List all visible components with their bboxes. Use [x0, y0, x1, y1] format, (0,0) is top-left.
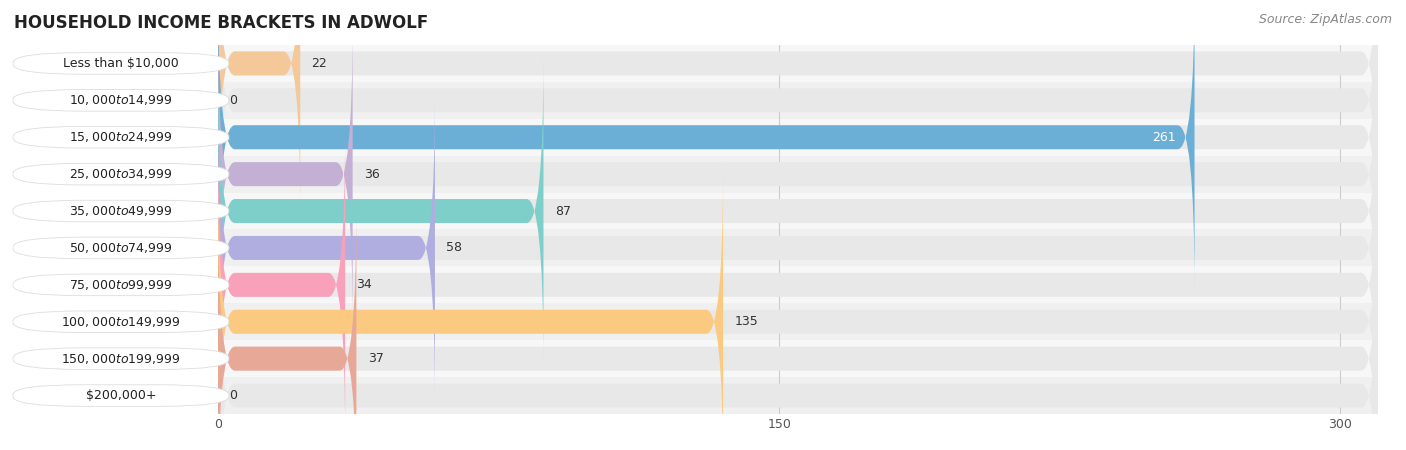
FancyBboxPatch shape — [218, 131, 1378, 439]
FancyBboxPatch shape — [218, 0, 1378, 291]
FancyBboxPatch shape — [218, 20, 1378, 328]
Bar — [218, 340, 1378, 377]
Text: 36: 36 — [364, 168, 380, 180]
FancyBboxPatch shape — [218, 0, 1378, 217]
Text: 0: 0 — [229, 94, 238, 107]
FancyBboxPatch shape — [218, 0, 301, 217]
Text: 22: 22 — [312, 57, 328, 70]
Text: 58: 58 — [446, 242, 463, 254]
Text: $200,000+: $200,000+ — [86, 389, 156, 402]
FancyBboxPatch shape — [218, 0, 1378, 254]
FancyBboxPatch shape — [13, 53, 229, 74]
Text: $75,000 to $99,999: $75,000 to $99,999 — [69, 278, 173, 292]
Text: $150,000 to $199,999: $150,000 to $199,999 — [62, 351, 180, 366]
FancyBboxPatch shape — [218, 205, 356, 450]
Text: 0: 0 — [229, 389, 238, 402]
FancyBboxPatch shape — [13, 385, 229, 406]
Text: $25,000 to $34,999: $25,000 to $34,999 — [69, 167, 173, 181]
Text: $35,000 to $49,999: $35,000 to $49,999 — [69, 204, 173, 218]
Text: 87: 87 — [555, 205, 571, 217]
FancyBboxPatch shape — [218, 94, 1378, 402]
Text: 261: 261 — [1152, 131, 1175, 144]
Bar — [218, 82, 1378, 119]
FancyBboxPatch shape — [218, 205, 1378, 450]
Bar — [218, 230, 1378, 266]
Text: $15,000 to $24,999: $15,000 to $24,999 — [69, 130, 173, 144]
Text: HOUSEHOLD INCOME BRACKETS IN ADWOLF: HOUSEHOLD INCOME BRACKETS IN ADWOLF — [14, 14, 429, 32]
FancyBboxPatch shape — [218, 57, 544, 365]
FancyBboxPatch shape — [218, 94, 434, 402]
FancyBboxPatch shape — [218, 20, 353, 328]
Bar — [218, 119, 1378, 156]
FancyBboxPatch shape — [218, 242, 1378, 450]
Text: 135: 135 — [734, 315, 758, 328]
FancyBboxPatch shape — [13, 274, 229, 296]
FancyBboxPatch shape — [218, 57, 1378, 365]
FancyBboxPatch shape — [13, 163, 229, 185]
Text: $50,000 to $74,999: $50,000 to $74,999 — [69, 241, 173, 255]
FancyBboxPatch shape — [13, 90, 229, 111]
Bar — [218, 193, 1378, 230]
FancyBboxPatch shape — [13, 126, 229, 148]
FancyBboxPatch shape — [218, 0, 1195, 291]
Bar — [218, 156, 1378, 193]
FancyBboxPatch shape — [218, 168, 723, 450]
Text: Less than $10,000: Less than $10,000 — [63, 57, 179, 70]
FancyBboxPatch shape — [13, 311, 229, 333]
FancyBboxPatch shape — [13, 348, 229, 369]
FancyBboxPatch shape — [13, 237, 229, 259]
FancyBboxPatch shape — [218, 131, 344, 439]
Text: $10,000 to $14,999: $10,000 to $14,999 — [69, 93, 173, 108]
Bar — [218, 377, 1378, 414]
Text: 34: 34 — [356, 279, 373, 291]
Bar — [218, 303, 1378, 340]
Bar — [218, 45, 1378, 82]
FancyBboxPatch shape — [218, 168, 1378, 450]
FancyBboxPatch shape — [13, 200, 229, 222]
Text: $100,000 to $149,999: $100,000 to $149,999 — [62, 315, 180, 329]
Bar — [218, 266, 1378, 303]
Text: Source: ZipAtlas.com: Source: ZipAtlas.com — [1258, 14, 1392, 27]
Text: 37: 37 — [367, 352, 384, 365]
